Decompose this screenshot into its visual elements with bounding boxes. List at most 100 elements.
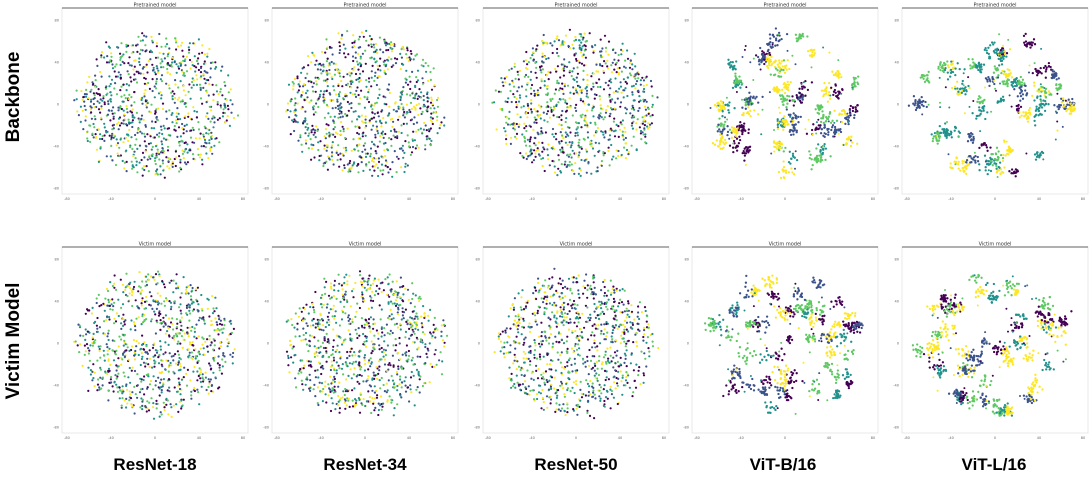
scatter-point [1051,68,1054,71]
scatter-point [187,46,190,49]
scatter-point [194,137,197,140]
scatter-point [741,82,744,85]
scatter-point [322,79,326,82]
scatter-point [543,80,546,83]
scatter-point [766,49,770,53]
scatter-point [209,76,212,79]
scatter-point [166,149,170,152]
scatter-point [421,77,424,80]
scatter-point [1021,97,1025,100]
scatter-point [984,160,987,163]
scatter-point [536,131,539,134]
scatter-point [165,110,168,113]
scatter-point [391,161,394,164]
scatter-point [365,164,368,167]
scatter-point [165,138,168,141]
scatter-point [1018,111,1021,114]
scatter-point [136,396,139,399]
scatter-point [584,114,587,117]
scatter-point [789,133,793,137]
scatter-point [580,126,583,129]
scatter-point [757,113,760,116]
scatter-point [161,162,165,165]
scatter-point [603,34,607,37]
scatter-point [738,75,741,78]
scatter-point [787,83,790,86]
scatter-point [546,92,550,95]
scatter-point [552,135,556,138]
scatter-point [304,92,308,95]
scatter-point [110,136,113,139]
scatter-point [322,164,325,168]
scatter-point [158,51,161,55]
scatter-point [782,103,785,106]
scatter-point [231,103,234,106]
scatter-point [1033,62,1036,65]
scatter-point [149,111,152,114]
scatter-point [85,93,88,96]
scatter-point [1018,86,1022,89]
scatter-point [601,47,604,50]
scatter-point [987,159,990,163]
scatter-point [402,122,405,125]
scatter-point [856,142,859,145]
scatter-point [514,135,517,138]
scatter-point [392,64,395,67]
scatter-point [203,60,206,63]
scatter-point [377,160,381,163]
scatter-point [304,110,307,113]
scatter-point [376,111,379,115]
scatter-point [758,63,761,66]
scatter-point [224,106,227,109]
scatter-point [189,149,192,152]
scatter-point [171,98,174,101]
scatter-point [978,114,981,117]
scatter-point [837,132,840,135]
scatter-point [368,168,371,171]
scatter-point [129,76,132,79]
scatter-point [594,121,597,124]
scatter-point [384,42,387,45]
scatter-point [561,146,564,149]
scatter-point [580,51,583,54]
scatter-point [95,136,98,139]
scatter-point [175,273,178,276]
scatter-point [411,70,414,73]
scatter-point [779,124,783,127]
scatter-point [187,90,190,93]
scatter-point [592,134,596,137]
scatter-point [733,64,736,68]
y-tick-label: 40 [55,61,59,65]
scatter-point [778,120,782,123]
scatter-point [731,61,734,64]
scatter-point [390,65,393,68]
scatter-point [315,59,318,62]
scatter-point [197,121,200,124]
x-tick-label: 40 [197,436,201,440]
scatter-point [586,96,590,99]
scatter-point [971,65,974,68]
scatter-point [517,100,521,103]
scatter-point [179,80,182,83]
scatter-point [820,89,824,92]
scatter-point [184,94,187,97]
scatter-point [396,58,399,61]
scatter-point [995,146,999,149]
scatter-point [340,133,343,136]
scatter-point [183,102,186,106]
scatter-point [128,98,131,101]
scatter-point [819,124,822,127]
scatter-point [538,65,542,68]
scatter-point [364,152,367,155]
scatter-point [783,176,786,180]
scatter-point [129,146,132,149]
scatter-point [205,101,208,104]
scatter-point [219,90,222,93]
scatter-point [1048,91,1051,94]
scatter-point [140,117,143,120]
scatter-point [847,120,850,123]
scatter-point [395,130,398,133]
scatter-point [1044,76,1047,79]
scatter-point [742,149,745,153]
scatter-point [389,129,393,133]
